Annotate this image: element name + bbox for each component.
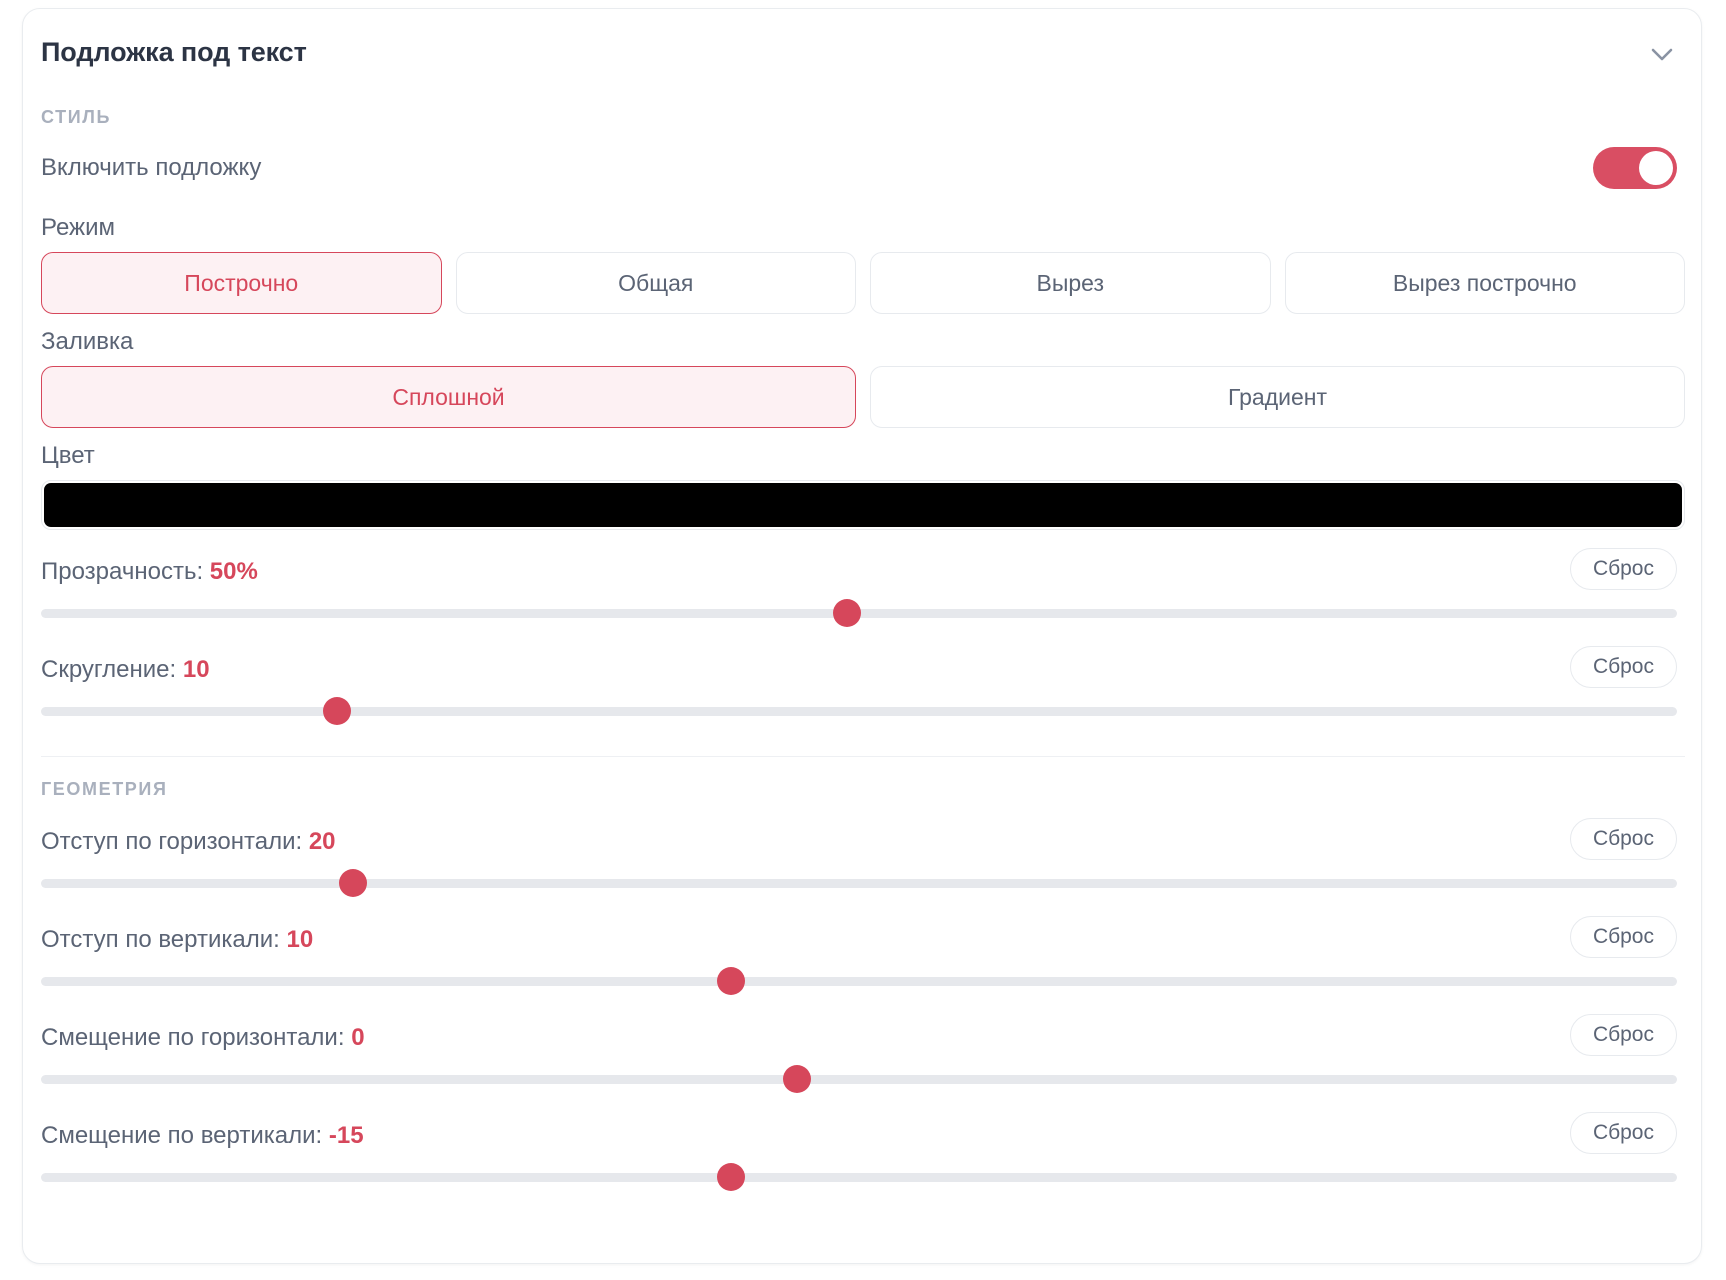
mode-option-general[interactable]: Общая <box>455 252 856 314</box>
slider-offset-vertical-value: -15 <box>328 1122 364 1149</box>
slider-offset-vertical-track[interactable] <box>41 1173 1677 1182</box>
fill-option-gradient[interactable]: Градиент <box>870 366 1685 428</box>
section-label-geometry: ГЕОМЕТРИЯ <box>41 779 168 799</box>
slider-padding-horizontal-value: 20 <box>308 828 336 855</box>
slider-offset-horizontal-track[interactable] <box>41 1075 1677 1084</box>
fill-option-solid[interactable]: Сплошной <box>41 366 856 428</box>
slider-radius-track[interactable] <box>41 707 1677 716</box>
chevron-down-icon[interactable] <box>1647 45 1677 65</box>
slider-opacity: Прозрачность: 50% Сброс <box>41 548 1685 628</box>
fill-segmented-control: Сплошной Градиент <box>41 366 1685 428</box>
mode-option-cutout[interactable]: Вырез <box>870 252 1271 314</box>
slider-padding-horizontal-thumb[interactable] <box>339 869 368 897</box>
slider-opacity-caption: Прозрачность: 50% <box>41 558 258 586</box>
slider-offset-vertical-label: Смещение по вертикали: <box>41 1122 323 1149</box>
slider-radius-label: Скругление: <box>41 656 177 683</box>
mode-option-line-by-line[interactable]: Построчно <box>41 252 442 314</box>
mode-segmented-control: Построчно Общая Вырез Вырез построчно <box>41 252 1685 314</box>
color-swatch <box>44 483 1682 527</box>
slider-padding-horizontal-caption: Отступ по горизонтали: 20 <box>41 828 336 856</box>
section-label-style: СТИЛЬ <box>41 107 112 127</box>
slider-padding-vertical-thumb[interactable] <box>717 967 746 995</box>
mode-option-cutout-line-by-line[interactable]: Вырез построчно <box>1284 252 1685 314</box>
enable-backdrop-row: Включить подложку <box>41 144 1685 200</box>
slider-offset-horizontal-caption: Смещение по горизонтали: 0 <box>41 1024 365 1052</box>
slider-padding-vertical-value: 10 <box>286 926 314 953</box>
slider-radius-caption: Скругление: 10 <box>41 656 210 684</box>
reset-offset-horizontal-button[interactable]: Сброс <box>1569 1014 1677 1056</box>
slider-offset-horizontal: Смещение по горизонтали: 0 Сброс <box>41 1014 1685 1094</box>
slider-padding-vertical: Отступ по вертикали: 10 Сброс <box>41 916 1685 996</box>
slider-padding-vertical-label: Отступ по вертикали: <box>41 926 280 953</box>
mode-label: Режим <box>41 214 115 241</box>
fill-label: Заливка <box>41 328 134 355</box>
slider-padding-vertical-track[interactable] <box>41 977 1677 986</box>
color-label: Цвет <box>41 442 95 469</box>
slider-padding-vertical-caption: Отступ по вертикали: 10 <box>41 926 313 954</box>
reset-padding-vertical-button[interactable]: Сброс <box>1569 916 1677 958</box>
slider-offset-horizontal-label: Смещение по горизонтали: <box>41 1024 345 1051</box>
slider-offset-horizontal-thumb[interactable] <box>783 1065 812 1093</box>
slider-radius-thumb[interactable] <box>322 697 351 725</box>
slider-opacity-value: 50% <box>209 558 258 585</box>
slider-radius-value: 10 <box>182 656 210 683</box>
reset-opacity-button[interactable]: Сброс <box>1569 548 1677 590</box>
slider-padding-horizontal: Отступ по горизонтали: 20 Сброс <box>41 818 1685 898</box>
text-backdrop-panel: Подложка под текст СТИЛЬ Включить подлож… <box>22 8 1702 1264</box>
panel-header: Подложка под текст <box>41 23 1685 85</box>
enable-backdrop-toggle[interactable] <box>1593 147 1677 189</box>
slider-offset-vertical: Смещение по вертикали: -15 Сброс <box>41 1112 1685 1192</box>
toggle-knob <box>1639 151 1673 185</box>
slider-offset-horizontal-value: 0 <box>351 1024 365 1051</box>
section-divider <box>41 756 1685 757</box>
slider-padding-horizontal-label: Отступ по горизонтали: <box>41 828 303 855</box>
enable-backdrop-label: Включить подложку <box>41 154 262 181</box>
slider-padding-horizontal-track[interactable] <box>41 879 1677 888</box>
slider-opacity-thumb[interactable] <box>832 599 861 627</box>
slider-radius: Скругление: 10 Сброс <box>41 646 1685 726</box>
slider-offset-vertical-caption: Смещение по вертикали: -15 <box>41 1122 364 1150</box>
slider-offset-vertical-thumb[interactable] <box>717 1163 746 1191</box>
reset-offset-vertical-button[interactable]: Сброс <box>1569 1112 1677 1154</box>
reset-radius-button[interactable]: Сброс <box>1569 646 1677 688</box>
page-title: Подложка под текст <box>41 37 307 67</box>
slider-opacity-label: Прозрачность: <box>41 558 204 585</box>
color-picker[interactable] <box>41 480 1685 530</box>
reset-padding-horizontal-button[interactable]: Сброс <box>1569 818 1677 860</box>
